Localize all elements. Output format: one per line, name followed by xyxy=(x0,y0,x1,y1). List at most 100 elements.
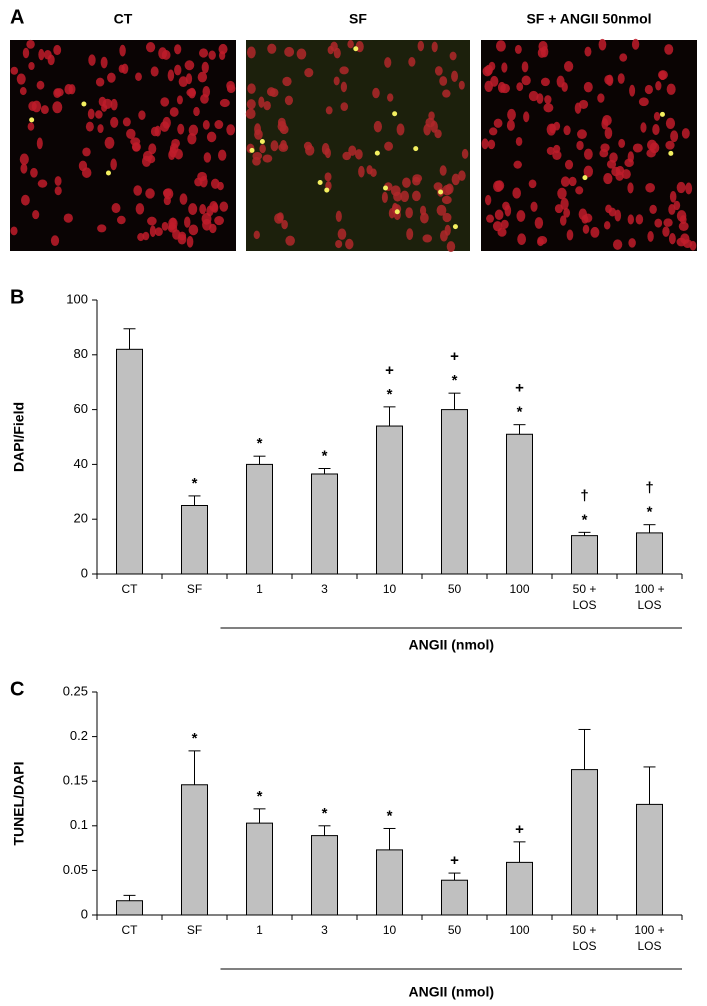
nucleus xyxy=(568,176,577,187)
x-tick-label: 50 + LOS xyxy=(572,923,596,953)
nucleus xyxy=(544,95,552,104)
panel-label: C xyxy=(10,678,24,700)
nucleus xyxy=(658,70,667,81)
nucleus xyxy=(381,191,388,204)
nucleus xyxy=(162,188,172,198)
significance-marker: + xyxy=(450,348,459,365)
nucleus xyxy=(147,155,156,164)
nucleus xyxy=(649,204,657,215)
image-title: CT xyxy=(114,11,133,27)
nucleus xyxy=(557,187,567,200)
nucleus xyxy=(200,94,209,104)
bar xyxy=(246,463,273,575)
bar xyxy=(571,769,598,916)
nucleus xyxy=(563,125,571,136)
nucleus xyxy=(36,137,43,150)
nucleus xyxy=(590,226,600,238)
nucleus xyxy=(64,84,73,95)
nucleus xyxy=(325,106,333,115)
nucleus xyxy=(284,95,294,106)
nucleus xyxy=(685,182,693,195)
nucleus xyxy=(50,235,60,247)
nucleus xyxy=(655,80,662,91)
nucleus xyxy=(179,193,188,205)
nucleus xyxy=(666,83,676,95)
nucleus xyxy=(174,64,182,76)
nucleus xyxy=(676,210,687,222)
significance-marker: * xyxy=(582,511,588,528)
nucleus xyxy=(521,61,529,73)
nucleus xyxy=(54,186,62,196)
y-axis-label: DAPI/Field xyxy=(11,402,27,472)
nucleus xyxy=(178,76,188,88)
nucleus xyxy=(270,140,279,152)
nucleus xyxy=(276,212,284,222)
nucleus xyxy=(28,101,37,111)
nucleus xyxy=(481,138,489,150)
nucleus xyxy=(193,106,200,117)
nucleus xyxy=(281,219,288,230)
nucleus xyxy=(126,128,136,140)
nucleus xyxy=(434,129,442,139)
nucleus xyxy=(246,46,256,59)
nucleus xyxy=(53,44,62,56)
nucleus xyxy=(449,51,457,61)
nucleus xyxy=(621,169,631,180)
nucleus xyxy=(676,181,686,194)
nucleus xyxy=(635,214,644,225)
bar xyxy=(376,849,403,916)
nucleus xyxy=(321,143,330,155)
nucleus xyxy=(135,203,145,215)
nucleus xyxy=(147,216,157,226)
nucleus xyxy=(19,87,27,96)
x-tick-label: 10 xyxy=(383,582,397,596)
nucleus xyxy=(384,57,392,68)
nucleus xyxy=(187,133,197,145)
nucleus xyxy=(284,46,295,57)
nucleus xyxy=(372,87,380,99)
nucleus xyxy=(226,124,236,136)
y-tick-label: 20 xyxy=(74,511,88,526)
nucleus xyxy=(408,57,416,67)
nucleus xyxy=(576,140,584,151)
nucleus xyxy=(199,204,207,215)
nucleus xyxy=(497,81,506,93)
nucleus xyxy=(277,120,287,132)
y-tick-label: 0.05 xyxy=(63,862,88,877)
nucleus xyxy=(405,207,413,219)
nucleus xyxy=(627,182,634,194)
nucleus xyxy=(43,50,52,60)
nucleus xyxy=(104,136,115,149)
nucleus xyxy=(184,60,195,71)
nucleus xyxy=(513,160,522,169)
nucleus xyxy=(247,83,256,94)
nucleus xyxy=(665,140,675,150)
y-tick-label: 0.1 xyxy=(70,817,88,832)
nucleus xyxy=(554,204,563,214)
x-tick-label: 100 + LOS xyxy=(634,923,664,953)
nucleus xyxy=(36,80,45,90)
nucleus xyxy=(512,187,521,199)
x-tick-line: LOS xyxy=(572,598,596,612)
y-tick-label: 40 xyxy=(74,456,88,471)
nucleus xyxy=(130,137,141,146)
nucleus xyxy=(203,152,212,163)
tunel-spot xyxy=(259,138,265,144)
nucleus xyxy=(560,176,570,187)
group-label: ANGII (nmol) xyxy=(408,984,494,1000)
nucleus xyxy=(442,212,452,223)
bar xyxy=(441,409,468,575)
nucleus xyxy=(262,154,273,163)
nucleus xyxy=(186,88,197,97)
nucleus xyxy=(669,191,677,203)
tunel-spot xyxy=(452,224,458,230)
nucleus xyxy=(583,148,593,160)
nucleus xyxy=(303,141,313,151)
nucleus xyxy=(495,40,506,52)
nucleus xyxy=(81,167,92,178)
nucleus xyxy=(163,196,171,206)
nucleus xyxy=(627,214,635,225)
x-tick-label: 1 xyxy=(256,923,263,937)
nucleus xyxy=(444,224,451,236)
nucleus xyxy=(502,201,510,211)
